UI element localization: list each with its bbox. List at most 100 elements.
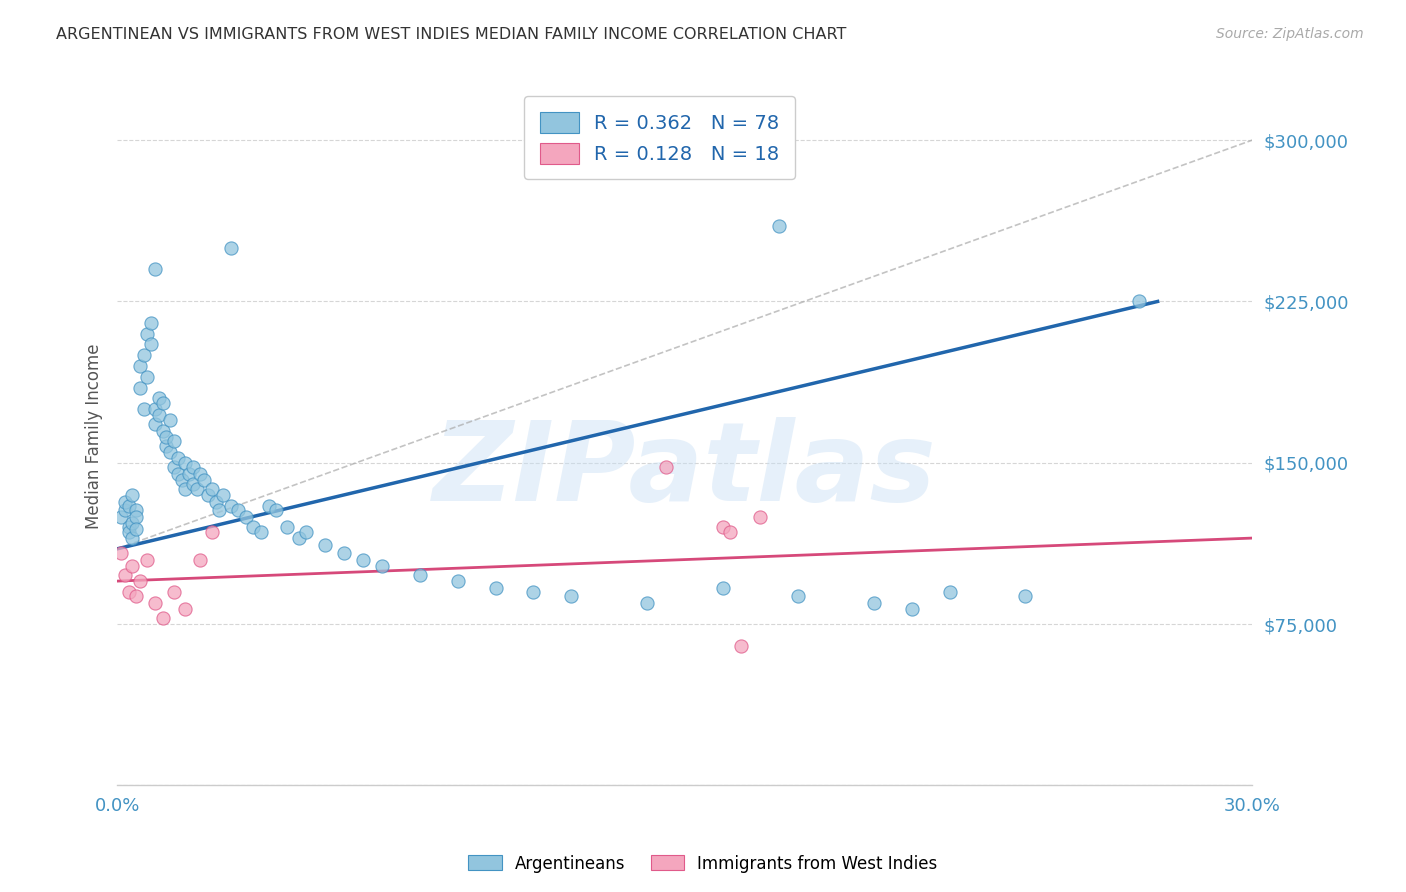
Point [114,567,136,582]
Point [201,524,224,539]
Point [352,552,374,566]
Point [132,402,155,417]
Point [718,524,741,539]
Point [181,477,204,491]
Point [208,503,231,517]
Point [447,574,470,588]
Point [190,552,212,566]
Point [212,488,235,502]
Point [560,589,582,603]
Legend: R = 0.362   N = 78, R = 0.128   N = 18: R = 0.362 N = 78, R = 0.128 N = 18 [524,96,794,179]
Point [136,369,159,384]
Point [174,602,197,616]
Point [110,546,132,560]
Point [159,413,181,427]
Point [148,391,170,405]
Point [166,451,188,466]
Point [314,537,336,551]
Point [264,503,287,517]
Point [371,559,394,574]
Point [730,639,752,653]
Point [114,494,136,508]
Point [128,359,150,373]
Point [114,503,136,517]
Point [143,596,166,610]
Point [333,546,356,560]
Point [136,552,159,566]
Point [181,460,204,475]
Point [125,503,148,517]
Point [163,434,186,449]
Point [484,581,506,595]
Point [155,430,177,444]
Point [143,417,166,431]
Point [152,424,174,438]
Text: ARGENTINEAN VS IMMIGRANTS FROM WEST INDIES MEDIAN FAMILY INCOME CORRELATION CHAR: ARGENTINEAN VS IMMIGRANTS FROM WEST INDI… [56,27,846,42]
Point [110,509,132,524]
Point [1014,589,1036,603]
Point [276,520,298,534]
Point [155,439,177,453]
Point [863,596,886,610]
Point [655,460,678,475]
Point [132,348,155,362]
Point [141,337,163,351]
Point [136,326,159,341]
Point [170,473,193,487]
Point [174,482,197,496]
Point [257,499,280,513]
Point [121,531,143,545]
Point [121,559,143,574]
Point [787,589,810,603]
Legend: Argentineans, Immigrants from West Indies: Argentineans, Immigrants from West Indie… [461,848,945,880]
Point [636,596,658,610]
Point [219,499,242,513]
Point [174,456,197,470]
Point [117,520,139,534]
Point [141,316,163,330]
Point [166,467,188,481]
Point [152,610,174,624]
Point [117,499,139,513]
Point [219,241,242,255]
Point [197,488,219,502]
Point [235,509,257,524]
Point [295,524,318,539]
Point [148,409,170,423]
Point [143,402,166,417]
Point [163,585,186,599]
Point [186,482,208,496]
Point [121,488,143,502]
Point [409,567,432,582]
Point [201,482,224,496]
Point [177,467,200,481]
Point [749,509,772,524]
Point [1128,294,1150,309]
Point [900,602,922,616]
Point [226,503,249,517]
Point [522,585,544,599]
Point [117,524,139,539]
Point [190,467,212,481]
Point [711,520,734,534]
Point [143,262,166,277]
Point [125,509,148,524]
Point [152,395,174,409]
Point [288,531,311,545]
Point [242,520,264,534]
Point [125,523,148,537]
Point [159,445,181,459]
Text: Source: ZipAtlas.com: Source: ZipAtlas.com [1216,27,1364,41]
Point [193,473,215,487]
Y-axis label: Median Family Income: Median Family Income [86,343,103,529]
Point [250,524,273,539]
Point [125,589,148,603]
Text: ZIPatlas: ZIPatlas [433,417,936,524]
Point [117,585,139,599]
Point [121,516,143,530]
Point [768,219,790,234]
Point [204,494,226,508]
Point [163,460,186,475]
Point [711,581,734,595]
Point [938,585,960,599]
